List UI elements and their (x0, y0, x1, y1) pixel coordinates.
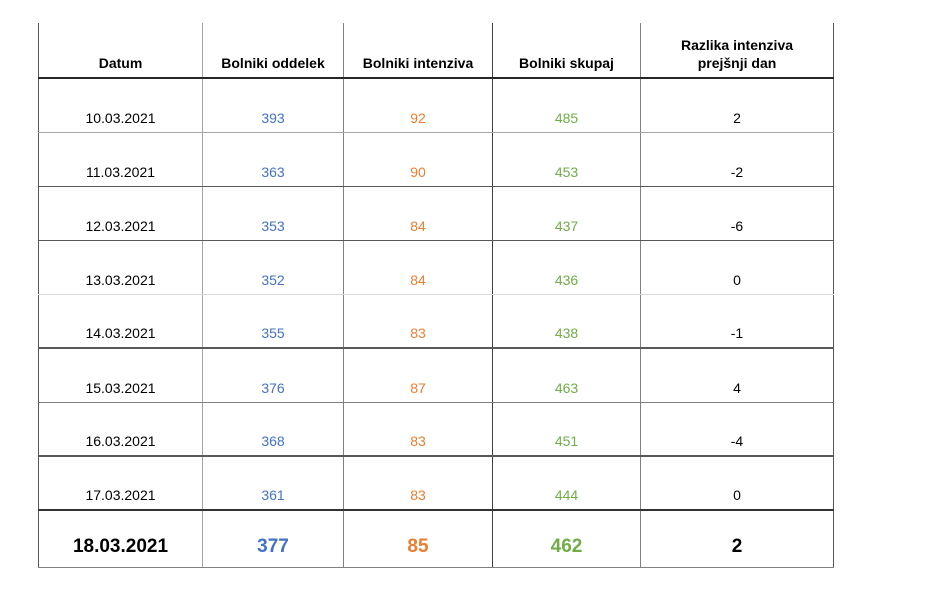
cell-razlika: -4 (640, 402, 834, 457)
cell-bolniki-oddelek: 353 (202, 186, 344, 241)
cell-bolniki-oddelek: 393 (202, 78, 344, 133)
cell-bolniki-skupaj: 444 (492, 456, 641, 511)
cell-razlika: -1 (640, 294, 834, 349)
cell-razlika: -6 (640, 186, 834, 241)
cell-bolniki-oddelek: 361 (202, 456, 344, 511)
cell-bolniki-intenziva: 83 (343, 456, 493, 511)
cell-bolniki-skupaj: 453 (492, 132, 641, 187)
cell-bolniki-skupaj: 437 (492, 186, 641, 241)
cell-bolniki-intenziva: 92 (343, 78, 493, 133)
table-row: 18.03.2021 377 85 462 2 (38, 510, 834, 568)
cell-bolniki-intenziva: 90 (343, 132, 493, 187)
cell-razlika: -2 (640, 132, 834, 187)
cell-razlika: 4 (640, 348, 834, 403)
cell-bolniki-intenziva: 85 (343, 510, 493, 568)
cell-bolniki-skupaj: 463 (492, 348, 641, 403)
col-header-razlika-intenziva: Razlika intenziva prejšnji dan (640, 23, 834, 79)
cell-bolniki-intenziva: 87 (343, 348, 493, 403)
col-header-bolniki-oddelek: Bolniki oddelek (202, 23, 344, 79)
cell-datum: 17.03.2021 (38, 456, 203, 511)
cell-datum: 16.03.2021 (38, 402, 203, 457)
cell-bolniki-skupaj: 438 (492, 294, 641, 349)
header-row: Datum Bolniki oddelek Bolniki intenziva … (38, 23, 834, 79)
col-header-bolniki-skupaj: Bolniki skupaj (492, 23, 641, 79)
table-row: 11.03.2021 363 90 453 -2 (38, 132, 834, 187)
cell-datum: 14.03.2021 (38, 294, 203, 349)
cell-datum: 18.03.2021 (38, 510, 203, 568)
table-header: Datum Bolniki oddelek Bolniki intenziva … (38, 23, 834, 79)
cell-bolniki-intenziva: 84 (343, 240, 493, 295)
col-header-bolniki-intenziva: Bolniki intenziva (343, 23, 493, 79)
cell-razlika: 2 (640, 78, 834, 133)
cell-razlika: 2 (640, 510, 834, 568)
cell-razlika: 0 (640, 240, 834, 295)
table-row: 17.03.2021 361 83 444 0 (38, 456, 834, 511)
cell-bolniki-oddelek: 376 (202, 348, 344, 403)
cell-bolniki-intenziva: 83 (343, 402, 493, 457)
cell-bolniki-skupaj: 436 (492, 240, 641, 295)
data-table: Datum Bolniki oddelek Bolniki intenziva … (38, 23, 834, 568)
cell-bolniki-oddelek: 363 (202, 132, 344, 187)
col-header-datum: Datum (38, 23, 203, 79)
cell-datum: 11.03.2021 (38, 132, 203, 187)
table-row: 15.03.2021 376 87 463 4 (38, 348, 834, 403)
table-row: 14.03.2021 355 83 438 -1 (38, 294, 834, 349)
cell-bolniki-skupaj: 462 (492, 510, 641, 568)
cell-bolniki-intenziva: 84 (343, 186, 493, 241)
table-row: 12.03.2021 353 84 437 -6 (38, 186, 834, 241)
cell-datum: 10.03.2021 (38, 78, 203, 133)
cell-bolniki-oddelek: 377 (202, 510, 344, 568)
cell-bolniki-oddelek: 355 (202, 294, 344, 349)
table-row: 10.03.2021 393 92 485 2 (38, 78, 834, 133)
cell-bolniki-skupaj: 485 (492, 78, 641, 133)
cell-razlika: 0 (640, 456, 834, 511)
hospital-patients-table: Datum Bolniki oddelek Bolniki intenziva … (38, 23, 834, 568)
cell-bolniki-intenziva: 83 (343, 294, 493, 349)
cell-bolniki-skupaj: 451 (492, 402, 641, 457)
cell-datum: 12.03.2021 (38, 186, 203, 241)
cell-bolniki-oddelek: 352 (202, 240, 344, 295)
table-body: 10.03.2021 393 92 485 2 11.03.2021 363 9… (38, 78, 834, 568)
table-row: 13.03.2021 352 84 436 0 (38, 240, 834, 295)
cell-bolniki-oddelek: 368 (202, 402, 344, 457)
cell-datum: 15.03.2021 (38, 348, 203, 403)
table-row: 16.03.2021 368 83 451 -4 (38, 402, 834, 457)
cell-datum: 13.03.2021 (38, 240, 203, 295)
